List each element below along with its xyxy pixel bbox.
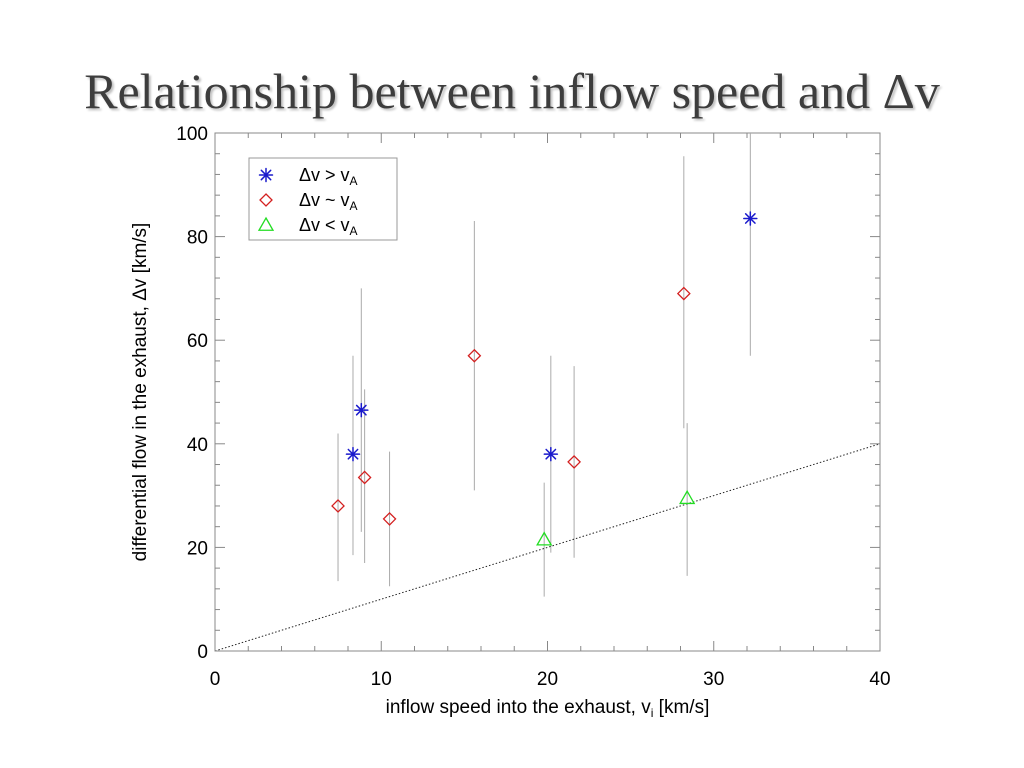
data-markers: [331, 211, 758, 546]
data-point-asterisk: [743, 211, 758, 226]
x-tick-label: 0: [210, 669, 221, 690]
data-point-asterisk: [543, 446, 559, 462]
axis-ticks: [214, 132, 881, 652]
y-tick-label: 40: [187, 435, 208, 456]
x-tick-label: 20: [537, 669, 558, 690]
slide-title: Relationship between inflow speed and Δv: [84, 63, 940, 119]
y-axis-label: differential flow in the exhaust, Δv [km…: [130, 223, 151, 562]
legend-box: [248, 157, 398, 241]
y-tick-label: 60: [187, 331, 208, 352]
data-point-triangle: [679, 489, 696, 505]
data-point-diamond: [467, 348, 482, 363]
data-point-diamond: [357, 470, 372, 485]
x-tick-label: 40: [869, 669, 890, 690]
data-point-asterisk: [354, 402, 369, 418]
legend-entry: Δv < vA: [299, 215, 358, 238]
x-tick-label: 10: [371, 669, 392, 690]
legend-marker-triangle: [257, 216, 275, 231]
data-point-asterisk: [345, 446, 361, 462]
legend-marker-asterisk: [258, 167, 274, 183]
data-point-diamond: [331, 499, 345, 513]
reference-line: [214, 443, 881, 652]
data-point-diamond: [382, 511, 397, 526]
data-point-triangle: [536, 531, 553, 546]
legend-marker-diamond: [259, 193, 273, 207]
legend-entry: Δv ~ vA: [299, 190, 358, 213]
y-tick-label: 80: [187, 228, 208, 249]
x-tick-label: 30: [703, 669, 724, 690]
y-tick-label: 0: [197, 642, 208, 663]
data-point-diamond: [567, 455, 582, 469]
x-axis-label: inflow speed into the exhaust, vi [km/s]: [386, 697, 710, 720]
tick-labels: 0 10 20 30 40 0 20 40 60 80 100: [176, 124, 890, 690]
error-bars: [337, 133, 751, 597]
y-tick-label: 100: [176, 124, 208, 145]
data-point-diamond: [676, 286, 691, 301]
legend-entry: Δv > vA: [299, 165, 358, 188]
y-tick-label: 20: [187, 538, 208, 559]
